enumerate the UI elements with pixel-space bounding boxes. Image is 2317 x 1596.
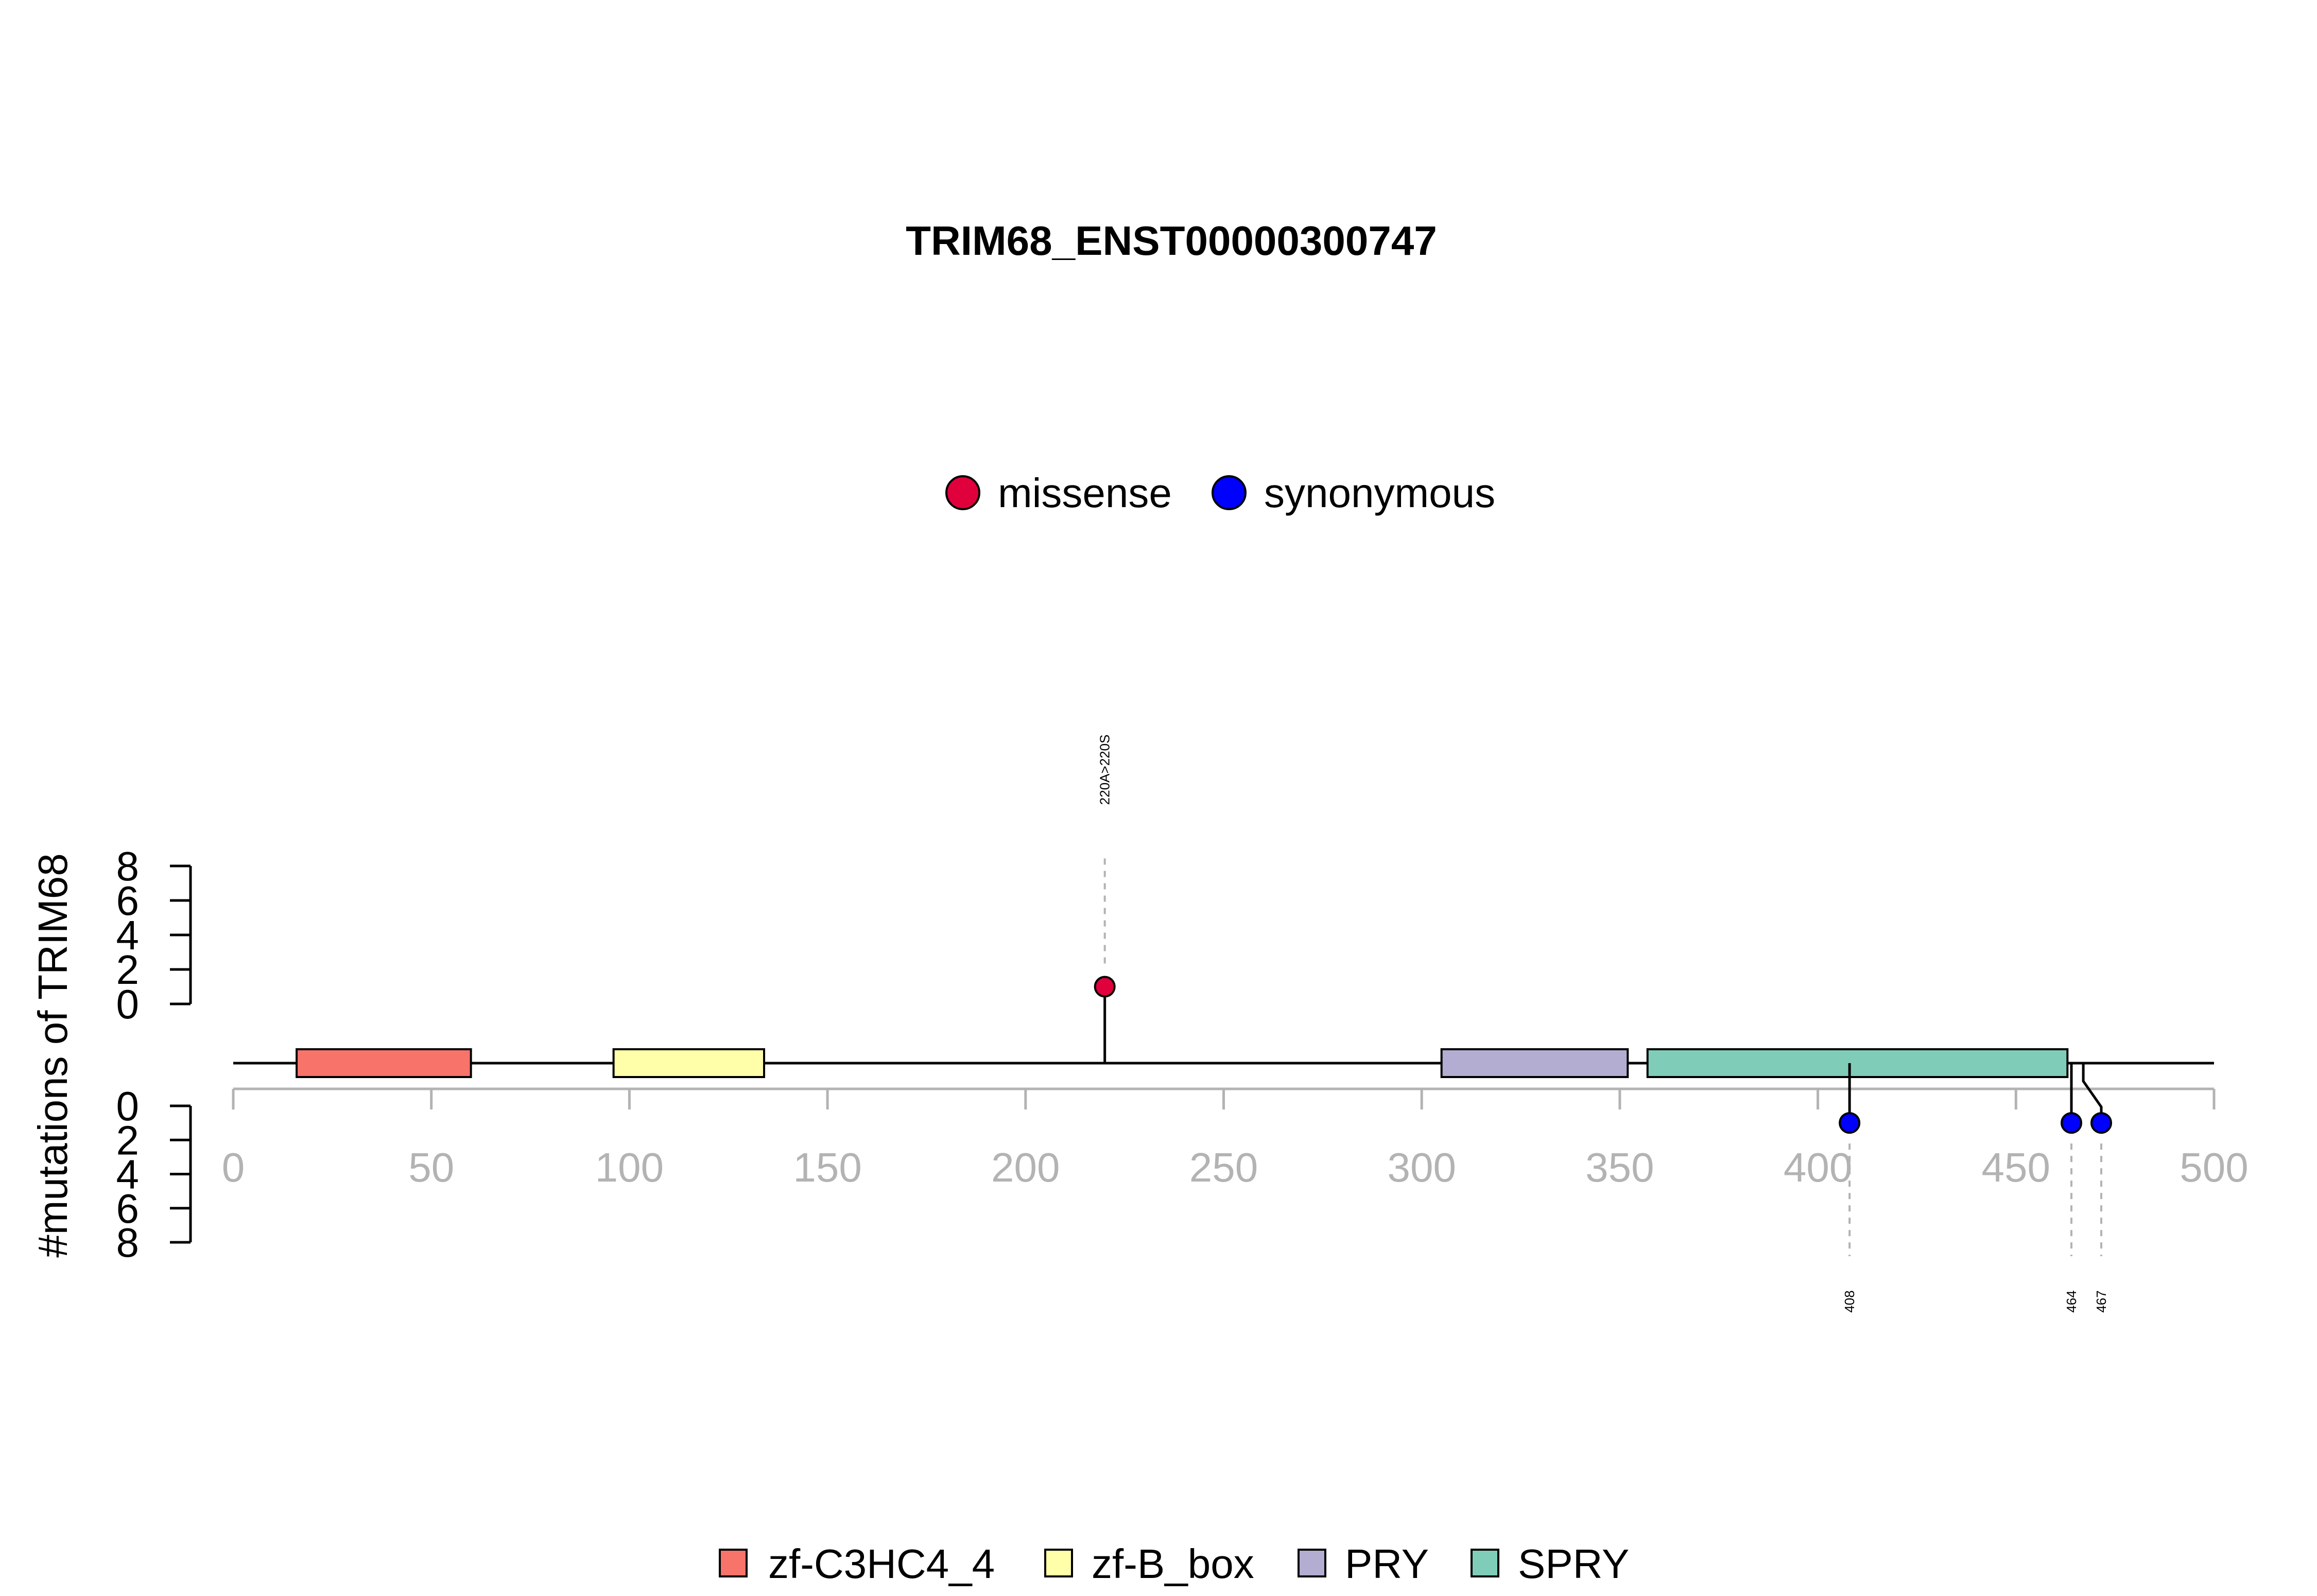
y-tick-label-top-4: 4	[116, 912, 140, 958]
legend-marker-missense	[945, 475, 980, 510]
x-tick-label-50: 50	[408, 1144, 454, 1190]
domain-legend-label-zf-B_box: zf-B_box	[1092, 1541, 1254, 1587]
y-tick-label-bottom-2: 2	[116, 1117, 140, 1163]
x-tick-label-100: 100	[595, 1144, 664, 1190]
legend-label-missense: missense	[998, 470, 1172, 516]
chart-title: TRIM68_ENST00000300747	[906, 218, 1437, 264]
x-tick-label-250: 250	[1189, 1144, 1258, 1190]
y-tick-label-top-0: 0	[116, 981, 140, 1027]
x-tick-label-450: 450	[1982, 1144, 2050, 1190]
domain-legend-label-zf-C3HC4_4: zf-C3HC4_4	[768, 1541, 995, 1587]
domain-legend-label-SPRY: SPRY	[1518, 1541, 1629, 1587]
domain-legend-label-PRY: PRY	[1345, 1541, 1429, 1587]
y-tick-label-bottom-8: 8	[116, 1220, 140, 1265]
mutation-legend: missense synonymous	[945, 470, 1495, 516]
y-tick-label-bottom-6: 6	[116, 1186, 140, 1231]
domain-legend-swatch-PRY	[1298, 1549, 1326, 1577]
x-tick-label-0: 0	[222, 1144, 245, 1190]
y-tick-label-top-8: 8	[116, 843, 140, 889]
x-tick-label-150: 150	[793, 1144, 861, 1190]
legend-label-synonymous: synonymous	[1264, 470, 1495, 516]
domain-SPRY	[1646, 1048, 2069, 1078]
mutation-467-label: 467	[2094, 1290, 2109, 1312]
y-tick-label-bottom-4: 4	[116, 1152, 140, 1198]
domain-boxes	[296, 1048, 2069, 1078]
y-axis-label: #mutations of TRIM68	[30, 853, 76, 1258]
domain-legend-swatch-SPRY	[1471, 1549, 1499, 1577]
mutation-464-label: 464	[2064, 1290, 2079, 1312]
mutation-467-marker	[2090, 1112, 2113, 1134]
mutation-220-label: 220A>220S	[1097, 735, 1113, 805]
domain-zf-B_box	[612, 1048, 765, 1078]
domain-zf-C3HC4_4	[296, 1048, 472, 1078]
domain-PRY	[1440, 1048, 1629, 1078]
legend-marker-synonymous	[1212, 475, 1247, 510]
x-tick-label-350: 350	[1585, 1144, 1654, 1190]
mutation-220-marker	[1094, 976, 1116, 998]
mutation-408-marker	[1839, 1112, 1861, 1134]
mutation-408-label: 408	[1842, 1290, 1857, 1312]
mutation-lollipops: 220A>220S 408 464 467	[1094, 735, 2113, 1313]
y-tick-label-bottom-0: 0	[116, 1083, 140, 1129]
axes: 0 50 100 150 200 250 300 350 400 450 5000022446688…	[30, 843, 2249, 1265]
mutation-464-marker	[2061, 1112, 2083, 1134]
y-tick-label-top-6: 6	[116, 878, 140, 924]
x-tick-label-500: 500	[2180, 1144, 2248, 1190]
domain-legend-swatch-zf-B_box	[1044, 1549, 1073, 1577]
x-tick-label-300: 300	[1387, 1144, 1456, 1190]
x-tick-label-400: 400	[1784, 1144, 1852, 1190]
domain-legend: zf-C3HC4_4 zf-B_box PRY SPRY	[719, 1541, 1629, 1587]
domain-legend-swatch-zf-C3HC4_4	[719, 1549, 748, 1577]
x-tick-label-200: 200	[991, 1144, 1060, 1190]
y-tick-label-top-2: 2	[116, 947, 140, 993]
